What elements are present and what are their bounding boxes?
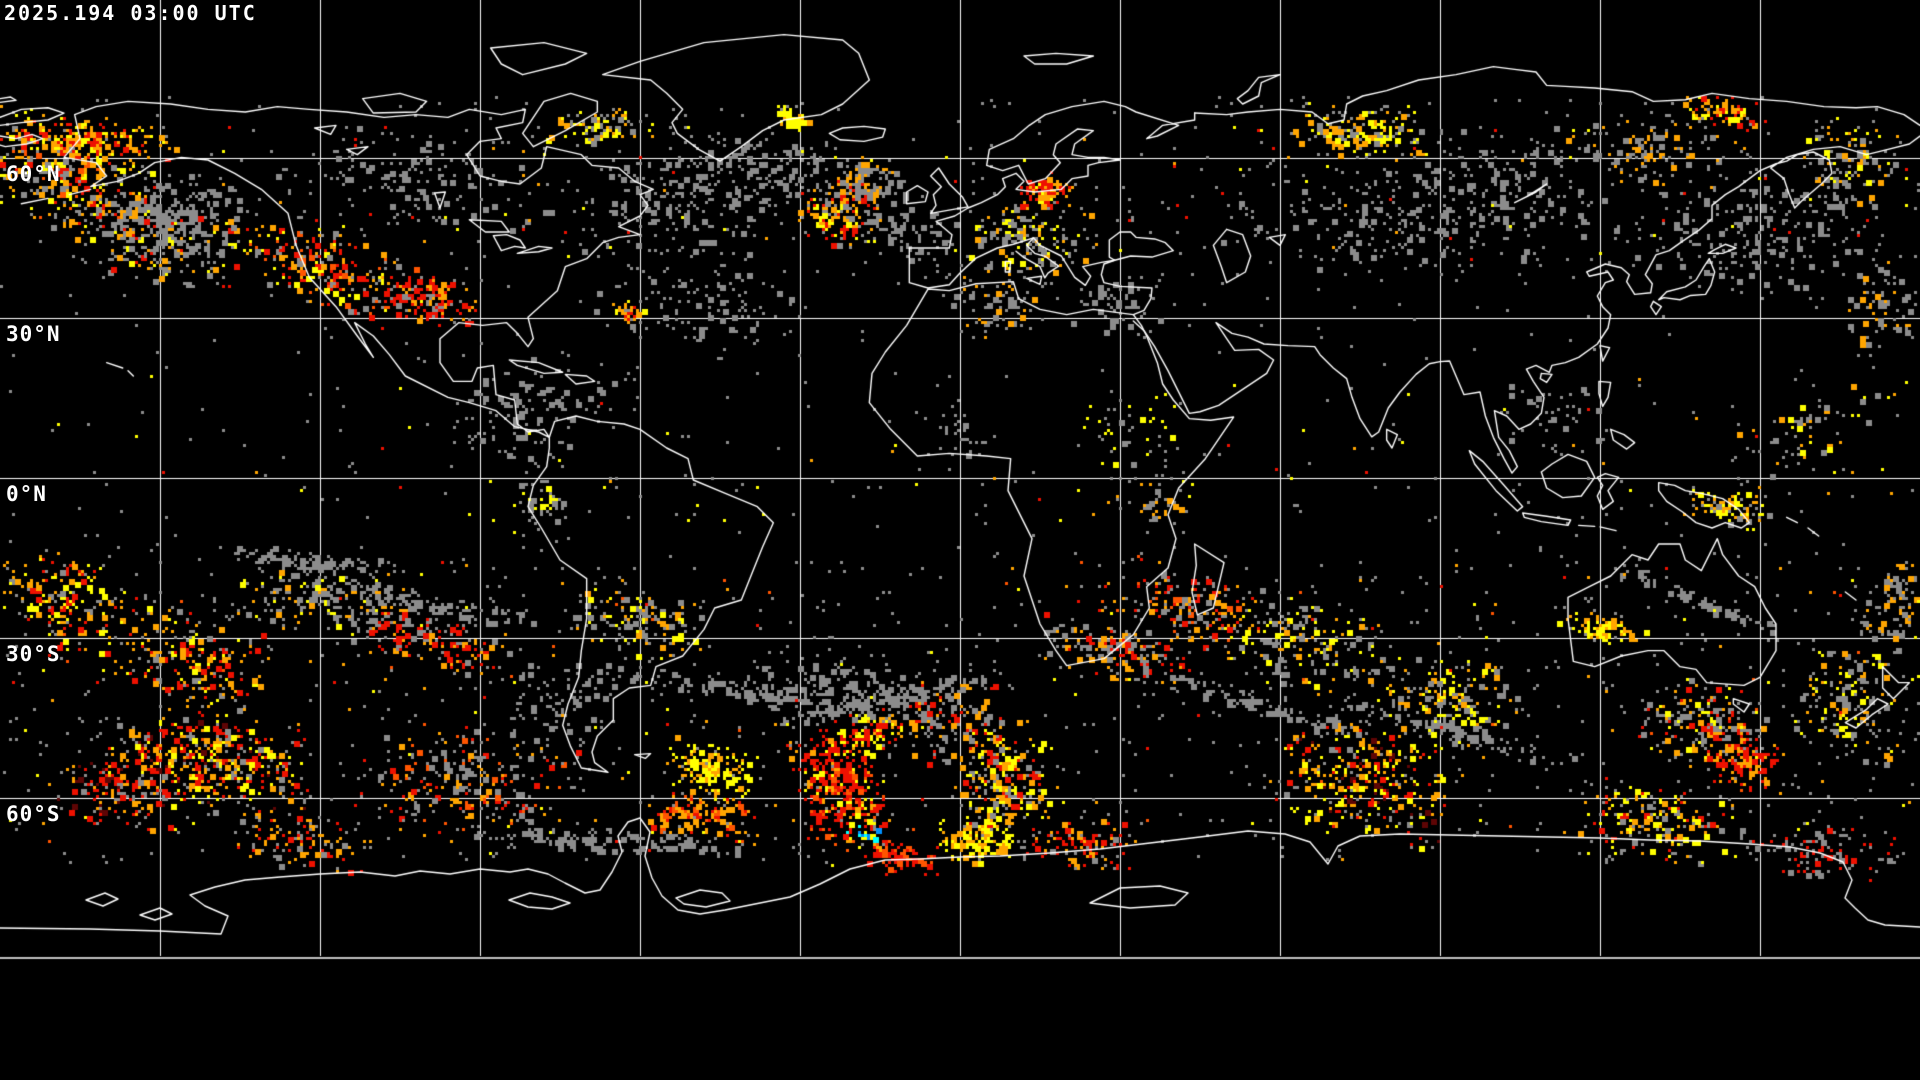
lat-label: 60°N xyxy=(6,162,61,186)
lat-label: 0°N xyxy=(6,482,47,506)
lat-label: 30°S xyxy=(6,642,61,666)
lat-label: 30°N xyxy=(6,322,61,346)
timestamp: 2025.194 03:00 UTC xyxy=(4,1,257,25)
world-map-canvas xyxy=(0,0,1920,960)
legend-bar: SLW Large Drop Index 13.5-1616-1919-2222… xyxy=(0,960,1920,1080)
lat-label: 60°S xyxy=(6,802,61,826)
